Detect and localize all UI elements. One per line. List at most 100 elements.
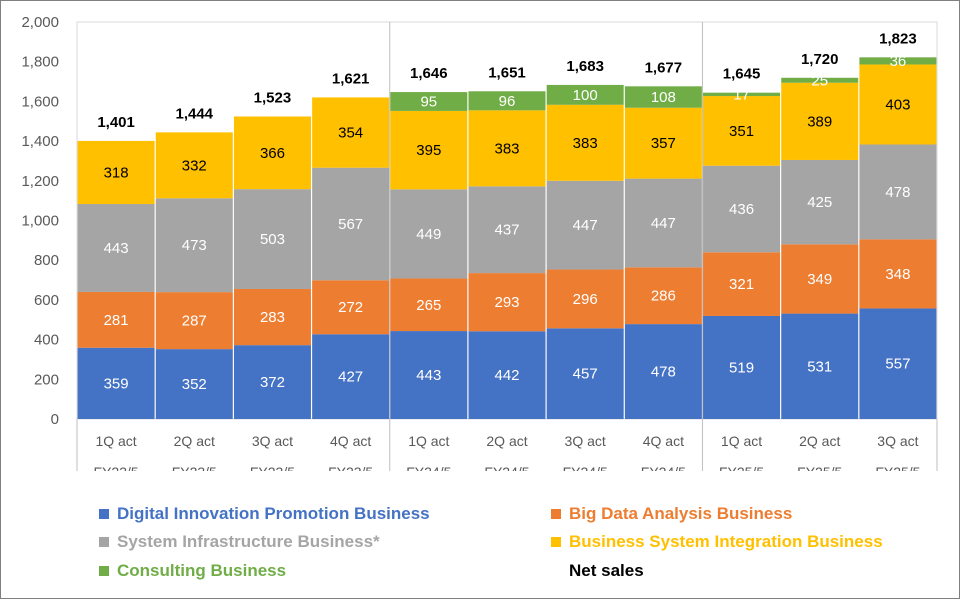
bar-segment <box>468 331 546 419</box>
legend-label-system-infrastructure: System Infrastructure Business* <box>117 532 380 551</box>
bar-segment <box>155 292 233 350</box>
legend-item-net-sales: Net sales <box>569 561 644 581</box>
bar-segment <box>155 132 233 199</box>
data-label: 321 <box>729 276 754 293</box>
data-label: 449 <box>416 226 441 243</box>
y-tick-label: 0 <box>51 411 59 428</box>
bar-segment <box>781 82 859 160</box>
x-tick-label: 3Q act <box>252 433 293 449</box>
y-tick-label: 1,800 <box>21 54 59 71</box>
bar-segment <box>468 273 546 332</box>
data-label: 108 <box>651 89 676 106</box>
total-label: 1,677 <box>645 59 683 76</box>
total-label: 1,720 <box>801 51 839 68</box>
bar-segment <box>468 110 546 187</box>
y-tick-label: 2,000 <box>21 14 59 31</box>
legend-swatch-consulting <box>99 566 109 576</box>
x-tick-label: 1Q act <box>408 433 449 449</box>
x-tick-label: 1Q act <box>95 433 136 449</box>
data-label: 447 <box>573 217 598 234</box>
data-label: 395 <box>416 142 441 159</box>
bar-segment <box>859 308 937 419</box>
x-tick-label: 4Q act <box>643 433 684 449</box>
data-label: 478 <box>651 364 676 381</box>
data-label: 100 <box>573 87 598 104</box>
data-label: 447 <box>651 215 676 232</box>
bar-segment <box>77 291 155 348</box>
bar-segment <box>155 349 233 419</box>
period-label: FY24/5 <box>563 464 608 471</box>
x-tick-label: 2Q act <box>799 433 840 449</box>
bar-segment <box>77 140 155 205</box>
data-label: 359 <box>104 375 129 392</box>
legend-label-consulting: Consulting Business <box>117 561 287 580</box>
data-label: 332 <box>182 157 207 174</box>
x-tick-label: 3Q act <box>877 433 918 449</box>
y-tick-label: 200 <box>34 371 59 388</box>
y-tick-label: 1,400 <box>21 133 59 150</box>
data-label: 357 <box>651 135 676 152</box>
data-label: 443 <box>104 240 129 257</box>
data-label: 389 <box>807 113 832 130</box>
bar-segment <box>703 252 781 316</box>
bar-segment <box>859 239 937 309</box>
y-tick-label: 600 <box>34 292 59 309</box>
legend-label-digital-innovation: Digital Innovation Promotion Business <box>117 504 430 523</box>
bar-segment <box>390 110 468 190</box>
legend-label-net-sales: Net sales <box>569 561 644 580</box>
x-tick-label: 3Q act <box>565 433 606 449</box>
legend-item-digital-innovation: Digital Innovation Promotion Business <box>99 504 430 524</box>
data-label: 503 <box>260 231 285 248</box>
x-tick-label: 1Q act <box>721 433 762 449</box>
data-label: 443 <box>416 367 441 384</box>
total-label: 1,645 <box>723 66 761 83</box>
data-label: 17 <box>733 86 750 103</box>
bar-segment <box>77 347 155 419</box>
total-label: 1,444 <box>175 105 213 122</box>
y-tick-label: 1,200 <box>21 173 59 190</box>
bar-segment <box>546 84 624 105</box>
legend-swatch-big-data <box>551 509 561 519</box>
bar-segment <box>312 334 390 419</box>
legend-label-business-system: Business System Integration Business <box>569 532 883 551</box>
data-label: 383 <box>494 140 519 157</box>
bar-segment <box>390 278 468 332</box>
data-label: 272 <box>338 299 363 316</box>
bar-segment <box>390 331 468 419</box>
legend-item-big-data: Big Data Analysis Business <box>551 504 792 524</box>
bar-segment <box>546 180 624 270</box>
data-label: 318 <box>104 164 129 181</box>
legend-swatch-business-system <box>551 537 561 547</box>
bar-segment <box>312 280 390 335</box>
total-label: 1,523 <box>254 89 292 106</box>
data-label: 96 <box>499 93 516 110</box>
bar-segment <box>312 97 390 168</box>
data-label: 383 <box>573 135 598 152</box>
y-tick-label: 800 <box>34 252 59 269</box>
bar-segment <box>468 91 546 111</box>
period-label: FY23/5 <box>250 464 295 471</box>
period-label: FY24/5 <box>484 464 529 471</box>
data-label: 403 <box>885 96 910 113</box>
bar-segment <box>781 159 859 245</box>
x-tick-label: 2Q act <box>486 433 527 449</box>
stacked-bar-chart: 0 200 400 600 800 1,000 1,200 1,400 1,600 1,800 2,… <box>21 14 938 471</box>
data-label: 436 <box>729 201 754 218</box>
x-tick-label: 2Q act <box>174 433 215 449</box>
total-label: 1,683 <box>566 58 604 75</box>
legend-item-business-system: Business System Integration Business <box>551 532 883 552</box>
total-label: 1,401 <box>97 114 135 131</box>
bar-segment <box>859 64 937 145</box>
data-label: 437 <box>494 222 519 239</box>
bar-segment <box>233 189 311 289</box>
bar-segment <box>233 116 311 190</box>
bar-segment <box>624 178 702 268</box>
bar-segment <box>703 315 781 419</box>
bar-segment <box>781 313 859 419</box>
legend-label-big-data: Big Data Analysis Business <box>569 504 793 523</box>
period-label: FY25/5 <box>719 464 764 471</box>
bar-segment <box>312 167 390 281</box>
period-label: FY25/5 <box>875 464 920 471</box>
bar-segment <box>624 267 702 325</box>
